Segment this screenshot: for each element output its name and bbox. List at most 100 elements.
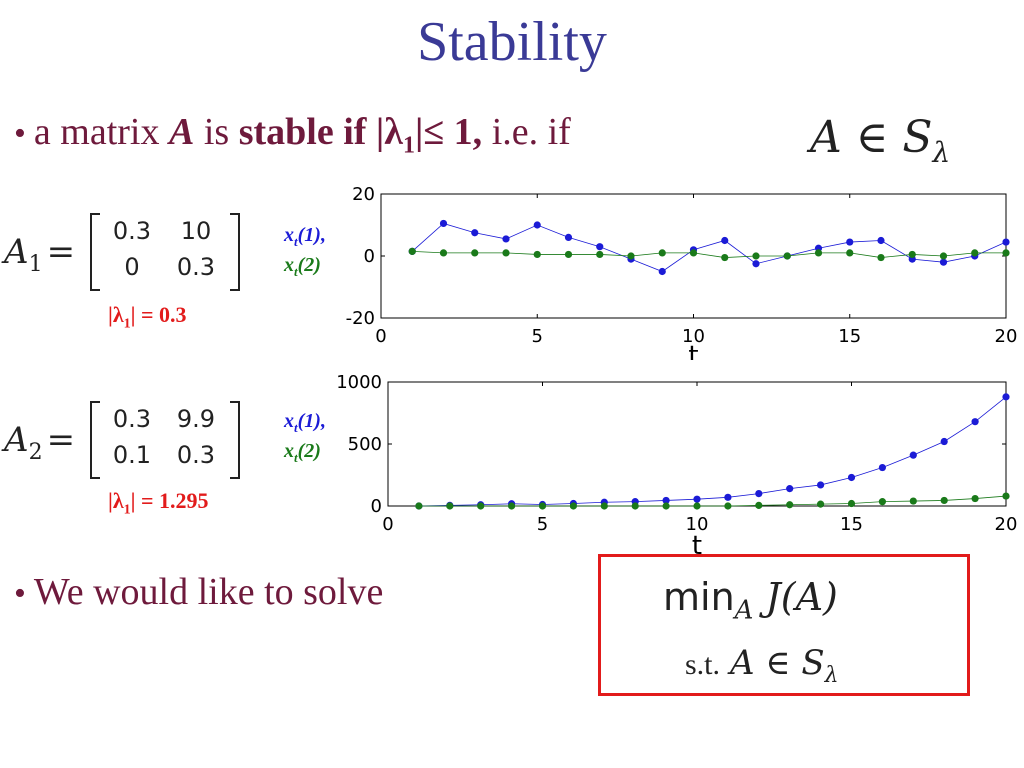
data-point-series-2 [752, 252, 760, 260]
eigen-condition: |λ1|≤ 1, [375, 111, 483, 159]
data-point-series-1 [658, 267, 666, 276]
series-line-1 [418, 396, 1007, 507]
data-point-series-1 [471, 229, 479, 237]
matrix-a2-cell: 0.1 [112, 441, 152, 469]
data-point-series-1 [940, 437, 948, 446]
x-tick-label: 15 [838, 326, 861, 347]
data-point-series-1 [786, 485, 794, 493]
matrix-a2-cell: 9.9 [176, 405, 216, 433]
data-point-series-1 [564, 233, 573, 241]
data-point-series-2 [971, 494, 979, 503]
x-axis-label: t [692, 531, 702, 560]
data-point-series-2 [439, 249, 448, 257]
x-tick-label: 0 [375, 326, 386, 347]
x-tick-label: 20 [995, 326, 1018, 347]
bullet-dot-icon: • [14, 115, 26, 152]
data-point-series-1 [439, 219, 448, 228]
bullet-solve: • We would like to solve [14, 571, 384, 613]
data-point-series-1 [909, 451, 917, 459]
data-point-series-1 [1002, 393, 1010, 401]
data-point-series-1 [877, 236, 885, 245]
matrix-variable: A [168, 111, 195, 153]
data-point-series-2 [508, 502, 516, 510]
data-point-series-1 [847, 473, 856, 482]
x-tick-label: 10 [682, 326, 705, 347]
chart-unstable-trajectory: 0 5 10 15 20 0 500 1000 t [336, 372, 1018, 560]
matrix-a1-cell: 10 [180, 217, 212, 245]
matrix-a1-cell: 0 [124, 253, 140, 281]
matrix-a2: 0.3 9.9 0.1 0.3 [90, 401, 240, 479]
stable-if-text: stable if [238, 111, 367, 153]
matrix-a1-label: A1 = [4, 232, 76, 277]
data-point-series-1 [752, 260, 760, 268]
optimization-constraint: s.t. A ∈ Sλ [685, 643, 839, 688]
data-point-series-2 [721, 253, 729, 262]
matrix-a1: 0.3 10 0 0.3 [90, 213, 240, 291]
matrix-a2-cell: 0.3 [112, 405, 152, 433]
data-point-series-1 [878, 463, 887, 472]
x-tick-label: 0 [382, 514, 393, 535]
y-tick-label: 20 [352, 184, 375, 205]
data-point-series-1 [596, 243, 604, 251]
data-point-series-2 [662, 502, 670, 510]
legend-x1-bottom: xt(1), [284, 410, 326, 435]
data-point-series-1 [1002, 238, 1010, 246]
series-line-2 [418, 495, 1007, 507]
data-point-series-2 [724, 502, 732, 510]
data-point-series-2 [415, 502, 423, 510]
matrix-a1-cell: 0.3 [176, 253, 216, 281]
data-point-series-2 [596, 250, 604, 259]
series-line-2 [412, 250, 1006, 258]
data-point-series-2 [908, 250, 916, 259]
data-point-series-2 [786, 501, 794, 509]
data-point-series-2 [909, 497, 917, 505]
x-tick-label: 20 [995, 514, 1018, 535]
data-point-series-1 [817, 481, 825, 489]
matrix-a2-cell: 0.3 [176, 441, 216, 469]
bullet-stability-definition: • a matrix A is stable if |λ1|≤ 1, i.e. i… [14, 111, 571, 159]
x-tick-label: 5 [537, 514, 548, 535]
data-point-series-2 [569, 502, 577, 510]
x-tick-label: 10 [686, 514, 709, 535]
data-point-series-2 [939, 252, 948, 260]
bullet-dot-icon: • [14, 575, 26, 612]
legend-x2-bottom: xt(2) [284, 440, 321, 465]
data-point-series-2 [600, 502, 608, 510]
data-point-series-2 [1002, 249, 1010, 257]
data-point-series-2 [847, 499, 856, 508]
x-tick-label: 5 [532, 326, 543, 347]
y-tick-label: 0 [371, 496, 382, 517]
x-axis-label: t [688, 341, 698, 360]
data-point-series-2 [689, 249, 698, 257]
data-point-series-1 [846, 238, 854, 246]
data-point-series-2 [783, 252, 791, 260]
data-point-series-2 [564, 250, 573, 259]
data-point-series-2 [446, 502, 454, 510]
y-tick-label: 0 [364, 246, 375, 267]
data-point-series-2 [971, 249, 979, 257]
legend-x1-top: xt(1), [284, 224, 326, 249]
data-point-series-2 [471, 249, 479, 257]
data-point-series-1 [724, 493, 732, 501]
data-point-series-1 [971, 418, 979, 426]
data-point-series-1 [693, 495, 701, 503]
data-point-series-2 [627, 252, 635, 260]
slide-title: Stability [417, 11, 607, 73]
data-point-series-1 [721, 236, 729, 245]
data-point-series-1 [755, 490, 763, 498]
y-tick-label: -20 [346, 308, 375, 329]
optimization-objective: minA J(A) [663, 575, 838, 626]
y-tick-label: 1000 [336, 372, 382, 393]
data-point-series-2 [538, 502, 547, 510]
data-point-series-2 [693, 502, 701, 510]
data-point-series-2 [1002, 492, 1010, 500]
data-point-series-2 [817, 500, 825, 508]
data-point-series-1 [662, 496, 670, 505]
data-point-series-1 [533, 221, 541, 229]
matrix-a2-eigenvalue: |λ1| = 1.295 [108, 488, 209, 518]
data-point-series-2 [631, 502, 639, 510]
data-point-series-2 [533, 250, 541, 259]
data-point-series-2 [940, 496, 948, 505]
legend-x2-top: xt(2) [284, 254, 321, 279]
